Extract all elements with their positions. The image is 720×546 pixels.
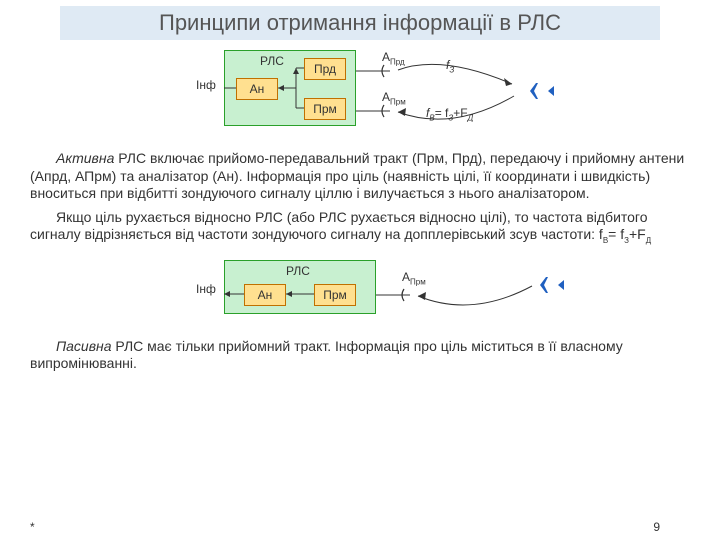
jet-icon-2 xyxy=(530,274,570,296)
jet-icon-1 xyxy=(520,80,560,102)
diagram-passive-rls: РЛС Інф Ан Прм АПрм xyxy=(0,252,720,332)
footer-asterisk: * xyxy=(30,520,35,534)
slide-title: Принципи отримання інформації в РЛС xyxy=(60,6,660,40)
antenna-2 xyxy=(376,288,416,302)
wave-label-fz: fЗ xyxy=(446,58,454,74)
connectors-1 xyxy=(196,50,366,130)
connectors-2 xyxy=(196,260,386,316)
paragraph-passive: Пасивна РЛС має тільки прийомний тракт. … xyxy=(30,338,690,373)
paragraph-active: Активна РЛС включає прийомо-передавальни… xyxy=(30,150,690,203)
page-number: 9 xyxy=(653,520,660,534)
paragraph-doppler: Якщо ціль рухається відносно РЛС (або РЛ… xyxy=(30,209,690,246)
wave-label-fv: fВ= fЗ+FД xyxy=(426,106,473,122)
diagram-active-rls: РЛС Інф Прд Ан Прм АПрд АПрм fЗ xyxy=(0,44,720,144)
